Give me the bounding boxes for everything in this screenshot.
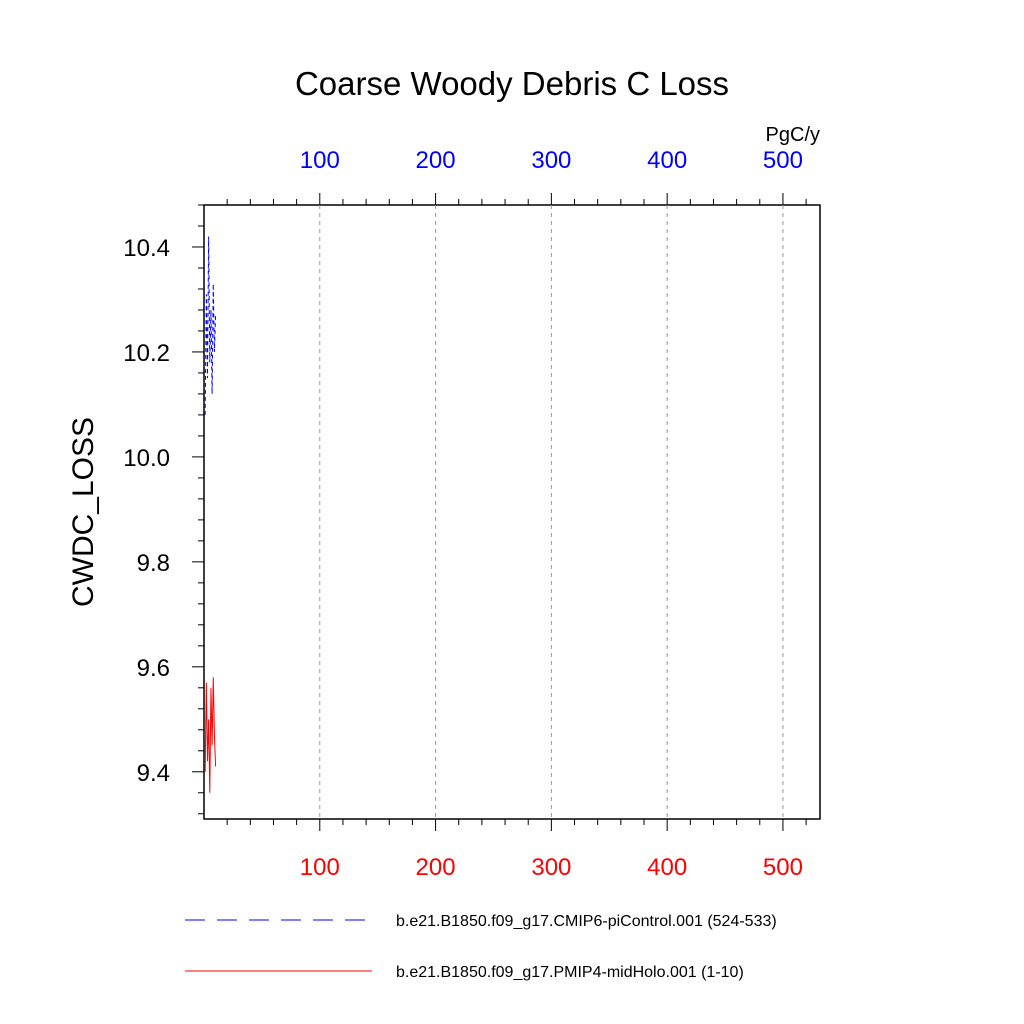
- bottom-x-tick-label: 100: [300, 854, 340, 881]
- y-tick-label: 9.8: [137, 550, 170, 577]
- y-tick-label: 10.2: [123, 340, 170, 367]
- series-line-0: [204, 236, 217, 415]
- top-x-tick-labels: 100 200 300 400 500: [300, 147, 803, 174]
- bottom-x-tick-labels: 100 200 300 400 500: [300, 854, 803, 881]
- legend-label-picontrol: b.e21.B1850.f09_g17.CMIP6-piControl.001 …: [396, 913, 777, 930]
- bottom-x-tick-label: 400: [647, 854, 687, 881]
- grid-lines: [319, 205, 784, 819]
- axis-ticks: [192, 193, 807, 831]
- top-x-tick-label: 500: [763, 147, 803, 174]
- series-lines: [204, 236, 217, 793]
- legend-label-midholo: b.e21.B1850.f09_g17.PMIP4-midHolo.001 (1…: [396, 964, 744, 981]
- top-x-tick-label: 200: [416, 147, 456, 174]
- top-x-tick-label: 300: [531, 147, 571, 174]
- bottom-x-tick-label: 200: [416, 854, 456, 881]
- units-label: PgC/y: [766, 124, 820, 146]
- bottom-x-tick-label: 500: [763, 854, 803, 881]
- y-tick-label: 10.0: [123, 445, 170, 472]
- plot-frame: [203, 204, 821, 820]
- top-x-tick-label: 100: [300, 147, 340, 174]
- y-tick-labels: 9.4 9.6 9.8 10.0 10.2 10.4: [123, 235, 170, 787]
- top-x-tick-label: 400: [647, 147, 687, 174]
- y-tick-label: 9.6: [137, 655, 170, 682]
- y-axis-label: CWDC_LOSS: [67, 417, 100, 607]
- bottom-x-tick-label: 300: [531, 854, 571, 881]
- chart-title: Coarse Woody Debris C Loss: [295, 65, 729, 102]
- y-tick-label: 10.4: [123, 235, 170, 262]
- series-line-1: [204, 677, 217, 793]
- legend: b.e21.B1850.f09_g17.CMIP6-piControl.001 …: [185, 913, 777, 981]
- y-tick-label: 9.4: [137, 760, 170, 787]
